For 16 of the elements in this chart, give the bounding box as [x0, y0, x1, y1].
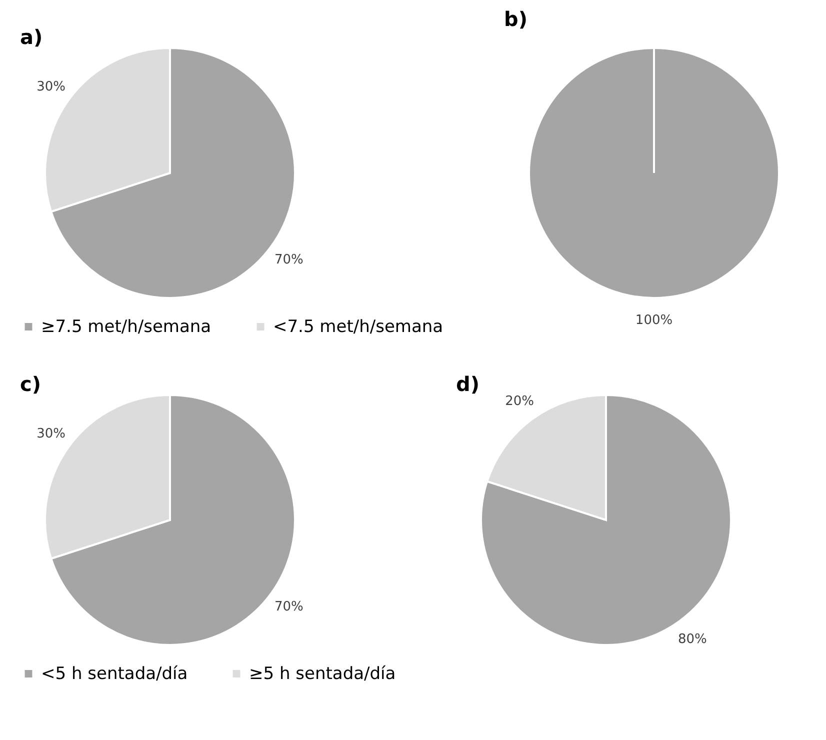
chart-title: d): [456, 372, 480, 396]
data-label: 70%: [274, 599, 304, 614]
data-label: 80%: [678, 632, 707, 647]
pie-slice: [480, 394, 732, 646]
chart-title: a): [20, 25, 43, 49]
data-label: 30%: [36, 80, 66, 95]
legend-label: ≥7.5 met/h/semana: [41, 316, 212, 337]
chart-title: b): [504, 7, 528, 31]
legend-label: <7.5 met/h/semana: [273, 316, 444, 337]
data-label: 70%: [274, 252, 304, 268]
data-label: 20%: [505, 394, 534, 410]
legend-label: <5 h sentada/día: [41, 664, 188, 684]
chart-title: c): [20, 372, 41, 396]
data-label: 100%: [635, 313, 673, 328]
legend-label: ≥5 h sentada/día: [249, 664, 396, 684]
data-label: 30%: [36, 426, 66, 442]
